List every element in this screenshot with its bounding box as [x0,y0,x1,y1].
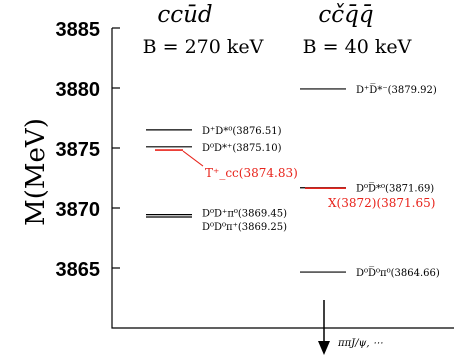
threshold-level-label: D⁰D̅⁰π⁰(3864.66) [356,267,440,279]
plot-frame [111,28,454,329]
right-column-header: cčq̄q̄ [318,2,373,28]
left-column-header: ccūd [157,2,212,28]
y-axis-label: M(MeV) [21,118,51,226]
threshold-level-label: D⁰D*⁺(3875.10) [202,143,282,154]
threshold-level-label: D⁺D̅*⁻(3879.92) [356,84,437,96]
y-tick-label: 3870 [56,199,101,221]
y-tick-label: 3865 [56,259,101,281]
bound-states: T⁺_cc(3874.83) X(3872)(3871.65) [155,149,435,210]
right-binding-energy: B = 40 keV [303,36,412,58]
threshold-level-label: D⁺D*⁰(3876.51) [202,126,282,137]
y-tick-label: 3880 [56,79,101,101]
tcc-state-label: T⁺_cc(3874.83) [205,166,298,180]
left-binding-energy: B = 270 keV [143,36,264,58]
y-tick-label: 3875 [56,139,101,161]
decay-channel-label: ππJ/ψ, ⋯ [337,338,383,349]
tcc-pointer-line [182,150,204,167]
decay-arrow [318,300,330,355]
y-axis-ticks: 3885 3880 3875 3870 3865 [56,19,120,281]
x3872-state-label: X(3872)(3871.65) [328,196,435,210]
threshold-levels: D⁺D*⁰(3876.51) D⁰D*⁺(3875.10) D⁰D⁺π⁰(3869.… [146,84,440,279]
y-tick-label: 3885 [56,19,101,41]
threshold-level-label: D⁰D⁺π⁰(3869.45) [202,209,287,220]
threshold-level-label: D⁰D⁰π⁺(3869.25) [202,222,287,233]
threshold-level-label: D⁰D̅*⁰(3871.69) [356,183,434,195]
